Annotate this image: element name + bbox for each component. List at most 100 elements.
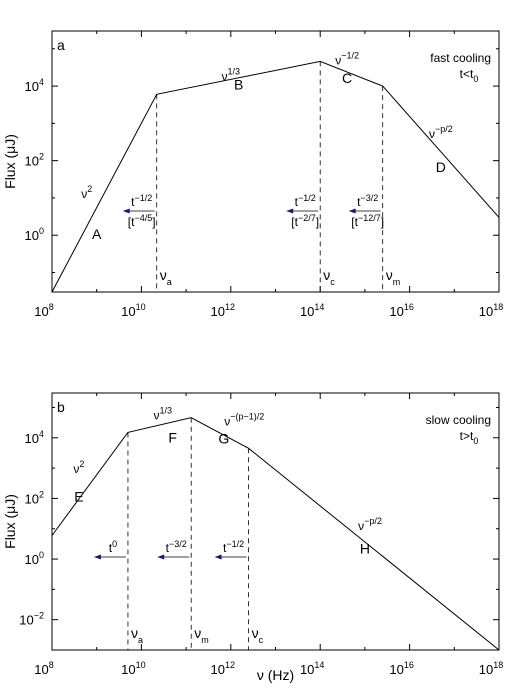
regime-condition: t>t0 xyxy=(460,429,479,446)
slope-exp: 1/3 xyxy=(159,406,172,416)
segment-label-B: B xyxy=(234,77,243,93)
y-tick-label: 100 xyxy=(25,226,44,243)
y-tick-label: 104 xyxy=(25,429,44,446)
slope-label: ν1/3 xyxy=(153,406,172,423)
evo-close: ] xyxy=(316,215,319,229)
y-tick-base: 10 xyxy=(25,228,39,243)
y-tick-base: 10 xyxy=(25,491,39,506)
x-tick-base: 10 xyxy=(121,304,135,319)
spectrum-line xyxy=(51,60,500,293)
slope-base: ν xyxy=(81,187,87,201)
slope-exp: 1/3 xyxy=(228,67,241,77)
slope-exp: −p/2 xyxy=(364,516,382,526)
regime-label: slow cooling xyxy=(426,413,491,427)
slope-exp: −(p−1)/2 xyxy=(230,412,264,422)
break-label-a: νa xyxy=(160,267,172,287)
x-tick-base: 10 xyxy=(300,304,314,319)
break-symbol: ν xyxy=(323,267,330,283)
x-tick-label: 1010 xyxy=(121,660,145,677)
break-sub: a xyxy=(138,635,143,645)
arrow-head xyxy=(214,554,222,560)
x-tick-exp: 14 xyxy=(314,660,324,670)
x-tick-label: 1016 xyxy=(389,302,413,319)
y-tick-exp: 0 xyxy=(39,226,44,236)
evo-base: t xyxy=(223,541,227,555)
evo-exp: −12/7 xyxy=(358,213,381,223)
x-tick-label: 1010 xyxy=(121,302,145,319)
panel-b: 108 1010 1012 1014 1016 101810−2100102104Flux… xyxy=(2,392,503,683)
y-tick-base: 10 xyxy=(25,431,39,446)
x-tick-exp: 14 xyxy=(314,302,324,312)
y-tick-base: 10 xyxy=(25,79,39,94)
y-tick-label: 104 xyxy=(25,77,44,94)
break-symbol: ν xyxy=(252,625,259,641)
y-tick-label: 102 xyxy=(25,489,44,506)
y-tick-exp: 0 xyxy=(39,550,44,560)
slope-base: ν xyxy=(224,415,230,429)
slope-label: ν1/3 xyxy=(222,67,241,84)
evo-exp: 0 xyxy=(112,539,117,549)
y-axis-label: Flux (μJ) xyxy=(2,494,18,549)
evo-base: t xyxy=(295,195,299,209)
slope-label: ν2 xyxy=(81,184,92,201)
x-tick-exp: 12 xyxy=(225,302,235,312)
evo-base: [t xyxy=(291,215,298,229)
y-tick-exp: 4 xyxy=(39,77,44,87)
evolution-top: t0 xyxy=(109,539,117,555)
x-tick-exp: 8 xyxy=(49,302,54,312)
evolution-bottom: [t−12/7] xyxy=(351,213,384,229)
evo-exp: −2/7 xyxy=(298,213,316,223)
evo-base: t xyxy=(166,541,170,555)
segment-label-D: D xyxy=(436,159,446,175)
x-tick-exp: 16 xyxy=(404,660,414,670)
y-tick-label: 100 xyxy=(25,550,44,567)
x-tick-exp: 10 xyxy=(136,660,146,670)
slope-exp: 2 xyxy=(87,184,92,194)
evo-base: [t xyxy=(128,215,135,229)
x-tick-exp: 10 xyxy=(136,302,146,312)
break-sub: c xyxy=(259,635,264,645)
panel-letter: a xyxy=(57,37,65,53)
x-tick-base: 10 xyxy=(389,304,403,319)
evolution-top: t−1/2 xyxy=(295,193,316,209)
x-tick-label: 1012 xyxy=(211,660,235,677)
x-tick-exp: 16 xyxy=(404,302,414,312)
arrow-head xyxy=(122,208,130,214)
x-tick-exp: 18 xyxy=(493,660,503,670)
x-tick-base: 10 xyxy=(479,662,493,677)
evolution-bottom: [t−4/5] xyxy=(128,213,156,229)
break-symbol: ν xyxy=(194,625,201,641)
break-symbol: ν xyxy=(386,267,393,283)
x-tick-exp: 18 xyxy=(493,302,503,312)
slope-label: ν2 xyxy=(73,459,84,476)
break-label-c: νc xyxy=(323,267,335,287)
break-label-m: νm xyxy=(194,625,209,645)
slope-label: ν−p/2 xyxy=(429,124,453,141)
x-tick-base: 10 xyxy=(211,662,225,677)
slope-exp: −1/2 xyxy=(341,50,359,60)
break-sub: m xyxy=(201,635,209,645)
slope-exp: −p/2 xyxy=(435,124,453,134)
evolution-top: t−3/2 xyxy=(357,193,378,209)
evolution-bottom: [t−2/7] xyxy=(291,213,319,229)
x-tick-label: 1018 xyxy=(479,660,503,677)
arrow-head xyxy=(93,554,101,560)
segment-label-F: F xyxy=(168,429,177,445)
evo-exp: −3/2 xyxy=(169,539,187,549)
evolution-top: t−1/2 xyxy=(223,539,244,555)
x-tick-base: 10 xyxy=(211,304,225,319)
segment-label-H: H xyxy=(360,541,370,557)
x-tick-label: 1014 xyxy=(300,660,324,677)
regime-cond-sub: 0 xyxy=(473,74,478,84)
evo-exp: −1/2 xyxy=(226,539,244,549)
y-tick-exp: 4 xyxy=(39,429,44,439)
x-tick-exp: 12 xyxy=(225,660,235,670)
slope-base: ν xyxy=(429,127,435,141)
break-symbol: ν xyxy=(160,267,167,283)
evo-close: ] xyxy=(381,215,384,229)
slope-base: ν xyxy=(153,409,159,423)
x-tick-label: 108 xyxy=(34,660,53,677)
segment-label-C: C xyxy=(342,70,352,86)
evo-close: ] xyxy=(152,215,155,229)
